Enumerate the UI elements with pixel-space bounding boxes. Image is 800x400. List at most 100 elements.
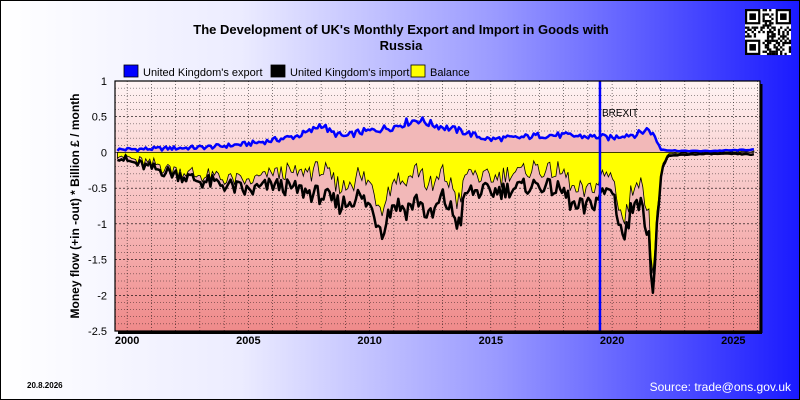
qr-module xyxy=(764,50,768,53)
qr-module xyxy=(764,46,768,49)
qr-module xyxy=(788,28,792,32)
qr-module xyxy=(760,26,763,29)
qr-module xyxy=(760,28,763,32)
qr-module xyxy=(773,52,776,56)
qr-module xyxy=(762,30,765,34)
qr-module xyxy=(788,50,792,53)
qr-module xyxy=(766,35,770,38)
qr-module xyxy=(775,39,778,42)
qr-module xyxy=(745,30,748,34)
qr-module xyxy=(773,26,776,29)
qr-module xyxy=(762,19,765,23)
qr-module xyxy=(771,33,774,36)
qr-module xyxy=(764,9,768,12)
qr-module xyxy=(786,37,789,40)
qr-module xyxy=(769,24,772,27)
qr-module xyxy=(769,48,772,51)
qr-module xyxy=(747,28,750,32)
qr-module xyxy=(747,33,750,36)
qr-module xyxy=(786,26,789,29)
qr-module xyxy=(745,26,748,29)
qr-module xyxy=(762,13,765,16)
qr-module xyxy=(777,41,781,45)
y-tick-label: -1 xyxy=(97,219,107,231)
y-axis-label: Money flow (+in -out) * Billion £ / mont… xyxy=(68,94,82,319)
qr-module xyxy=(753,33,757,36)
qr-module xyxy=(764,44,768,47)
qr-module xyxy=(786,30,789,34)
qr-module xyxy=(773,28,776,32)
qr-module xyxy=(762,17,765,21)
export-line xyxy=(116,116,755,153)
qr-module xyxy=(755,26,759,29)
legend-swatch-balance xyxy=(410,64,426,78)
qr-module xyxy=(784,52,787,56)
qr-module xyxy=(771,17,774,21)
qr-module xyxy=(784,39,787,42)
qr-module xyxy=(786,33,789,36)
qr-module xyxy=(769,9,772,12)
qr-module xyxy=(766,33,770,36)
x-tick-label: 2010 xyxy=(357,335,381,347)
qr-module xyxy=(782,48,785,51)
qr-module xyxy=(780,26,783,29)
qr-module xyxy=(766,52,770,56)
qr-module xyxy=(771,50,774,53)
qr-module xyxy=(771,30,774,34)
qr-module xyxy=(780,46,783,49)
qr-module xyxy=(764,13,768,16)
x-tick-label: 2020 xyxy=(600,335,624,347)
qr-module xyxy=(782,30,785,34)
qr-module xyxy=(777,30,781,34)
qr-module xyxy=(762,15,765,18)
qr-module xyxy=(771,22,774,25)
qr-module xyxy=(766,48,770,51)
qr-module xyxy=(762,41,765,45)
qr-module xyxy=(782,41,785,45)
brexit-label: BREXIT xyxy=(602,108,638,119)
qr-module xyxy=(762,9,765,12)
footer-source: Source: trade@ons.gov.uk xyxy=(650,380,792,394)
qr-module xyxy=(771,37,774,40)
plot-area xyxy=(115,81,760,331)
y-tick-label: -1.5 xyxy=(88,255,107,267)
qr-module xyxy=(769,22,772,25)
qr-module xyxy=(780,50,783,53)
y-tick-label: 1 xyxy=(101,76,107,88)
qr-module xyxy=(749,35,752,38)
qr-module xyxy=(769,39,772,42)
x-tick-label: 2000 xyxy=(115,335,139,347)
qr-module xyxy=(782,35,785,38)
qr-module xyxy=(751,26,754,29)
qr-finder-core xyxy=(780,13,787,20)
legend-label-import: United Kingdom's import xyxy=(290,67,410,79)
footer-date: 20.8.2026 xyxy=(27,381,63,390)
qr-module xyxy=(766,19,770,23)
qr-module xyxy=(771,52,774,56)
x-axis: 2000 2005 2010 2015 2020 2025 xyxy=(115,335,746,347)
qr-module xyxy=(777,44,781,47)
qr-module xyxy=(766,41,770,45)
x-tick-label: 2025 xyxy=(721,335,745,347)
qr-module xyxy=(771,13,774,16)
qr-module xyxy=(764,22,768,25)
qr-module xyxy=(769,30,772,34)
y-axis: 1 0.5 0 -0.5 -1 -1.5 -2 -2.5 xyxy=(88,76,107,338)
qr-module xyxy=(769,50,772,53)
qr-module xyxy=(780,35,783,38)
legend-label-balance: Balance xyxy=(430,67,470,79)
qr-module xyxy=(782,44,785,47)
qr-module xyxy=(777,48,781,51)
qr-module xyxy=(788,39,792,42)
qr-module xyxy=(786,41,789,45)
qr-module xyxy=(753,28,757,32)
qr-module xyxy=(762,24,765,27)
legend-swatch-import xyxy=(270,64,286,78)
qr-module xyxy=(773,33,776,36)
qr-module xyxy=(769,35,772,38)
qr-module xyxy=(777,28,781,32)
legend: United Kingdom's export United Kingdom's… xyxy=(123,64,470,79)
qr-module xyxy=(777,37,781,40)
